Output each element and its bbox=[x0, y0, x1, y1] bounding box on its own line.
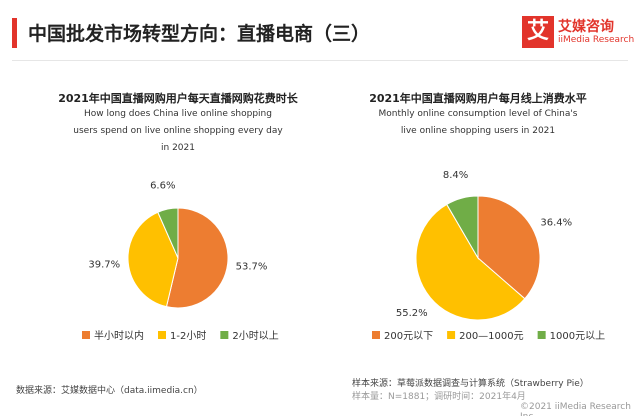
pie-slice bbox=[477, 195, 541, 300]
data-label: 8.4% bbox=[443, 170, 468, 181]
legend-label: 200元以下 bbox=[384, 331, 433, 342]
title-bar bbox=[12, 18, 17, 48]
chart-subtitle: Monthly online consumption level of Chin… bbox=[378, 109, 578, 136]
pie-slice bbox=[157, 207, 179, 259]
data-label: 36.4% bbox=[540, 217, 572, 228]
logo-icon: 艾 bbox=[522, 16, 554, 48]
chart-title: 2021年中国直播网购用户每月线上消费水平 bbox=[369, 92, 587, 105]
sample-size: 样本量：N=1881；调研时间：2021年4月 bbox=[352, 392, 526, 402]
data-label: 39.7% bbox=[88, 260, 120, 271]
legend-swatch bbox=[158, 331, 166, 339]
data-label: 6.6% bbox=[150, 181, 175, 192]
logo-sub: iiMedia Research bbox=[558, 35, 635, 45]
page-title: 中国批发市场转型方向：直播电商（三） bbox=[28, 23, 371, 45]
pie-slice bbox=[165, 207, 229, 309]
pie-slice bbox=[127, 211, 179, 308]
chart-title: 2021年中国直播网购用户每天直播网购花费时长 bbox=[58, 92, 298, 105]
legend-swatch bbox=[220, 331, 229, 339]
chart-subtitle: How long does China live online shopping… bbox=[73, 109, 283, 153]
sample-source: 样本来源：草莓派数据调查与计算系统（Strawberry Pie） bbox=[352, 379, 589, 389]
legend-label: 1-2小时 bbox=[170, 330, 206, 342]
legend-swatch bbox=[372, 331, 380, 339]
legend-swatch bbox=[537, 331, 546, 339]
legend-label: 200—1000元 bbox=[459, 331, 524, 342]
legend-label: 半小时以内 bbox=[94, 329, 144, 342]
pie-slice bbox=[446, 195, 479, 260]
source: 数据来源：艾媒数据中心（data.iimedia.cn） bbox=[16, 386, 203, 396]
pie-slice bbox=[415, 203, 526, 321]
legend-label: 2小时以上 bbox=[232, 330, 278, 342]
legend-label: 1000元以上 bbox=[550, 330, 605, 342]
legend-swatch bbox=[447, 331, 456, 339]
copyright: ©2021 iiMedia Research Inc bbox=[520, 402, 631, 416]
logo-name: 艾媒咨询 bbox=[558, 19, 614, 35]
legend-swatch bbox=[82, 331, 90, 339]
divider bbox=[12, 60, 628, 61]
data-label: 53.7% bbox=[236, 262, 268, 273]
data-label: 55.2% bbox=[396, 308, 428, 319]
